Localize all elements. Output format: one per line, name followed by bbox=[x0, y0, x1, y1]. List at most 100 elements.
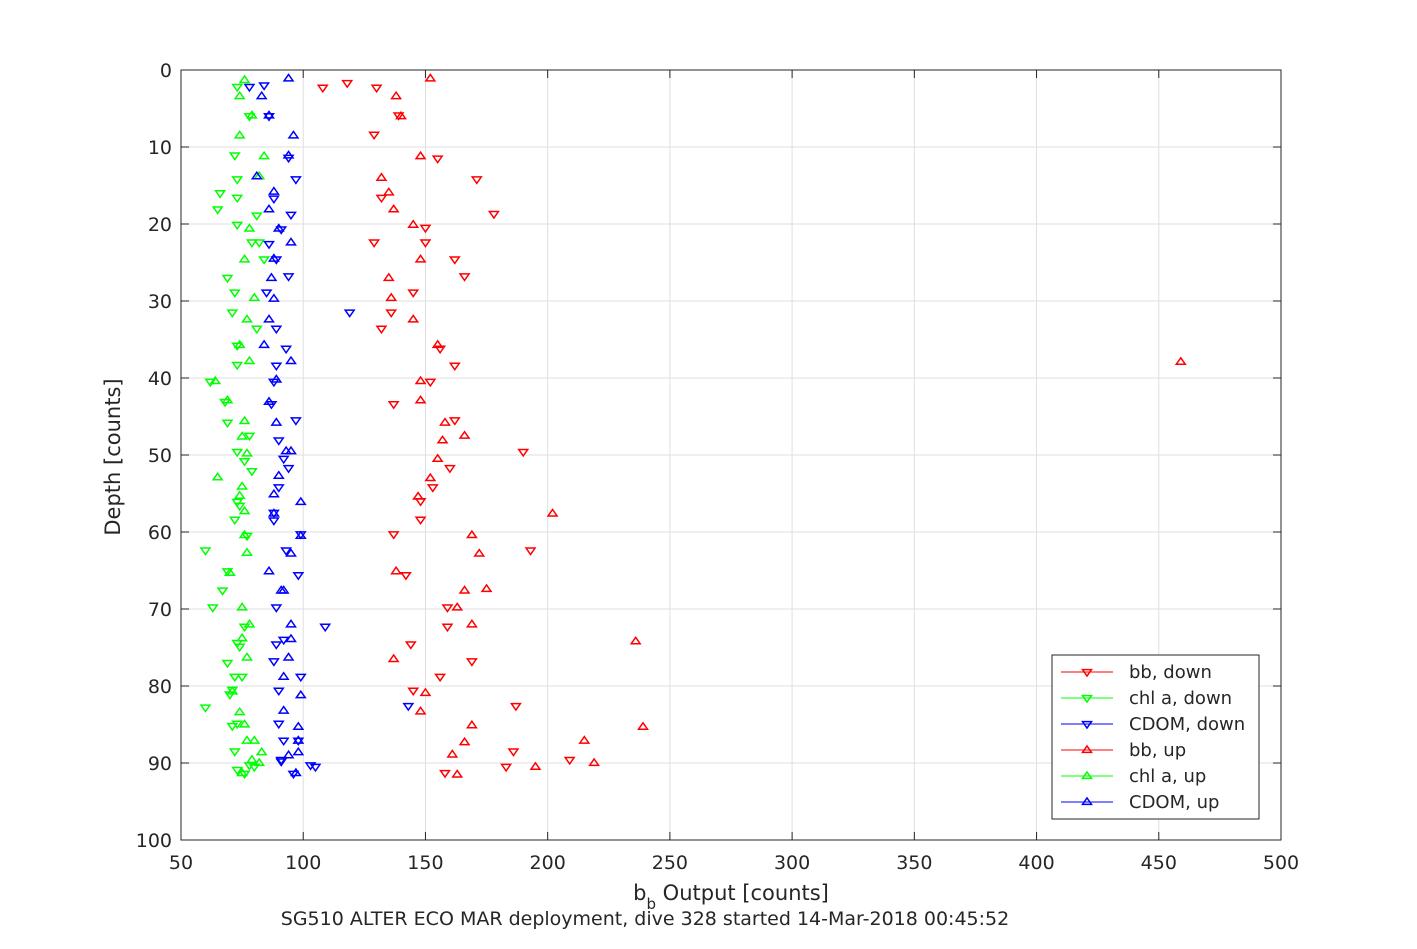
x-tick-label: 500 bbox=[1263, 852, 1299, 874]
x-tick-label: 100 bbox=[285, 852, 321, 874]
data-point bbox=[390, 90, 403, 100]
data-point bbox=[277, 737, 290, 747]
data-point bbox=[204, 378, 217, 388]
legend-box bbox=[1051, 654, 1260, 820]
data-point bbox=[443, 464, 456, 474]
data-point bbox=[231, 194, 244, 204]
data-point bbox=[226, 686, 239, 695]
data-point bbox=[238, 254, 251, 263]
x-tick-label: 50 bbox=[169, 852, 193, 874]
data-point bbox=[563, 756, 576, 766]
x-tick-label: 300 bbox=[774, 852, 810, 874]
data-point bbox=[245, 754, 258, 764]
data-point bbox=[243, 83, 256, 93]
data-point bbox=[270, 325, 283, 335]
legend-label: bb, up bbox=[1129, 740, 1186, 761]
legend-entry: chl a, up bbox=[1061, 766, 1206, 787]
data-markers bbox=[199, 73, 1187, 780]
data-point bbox=[277, 636, 290, 646]
legend-entry: CDOM, down bbox=[1061, 714, 1245, 735]
legend-entry: bb, down bbox=[1061, 662, 1212, 683]
data-point bbox=[233, 130, 246, 139]
data-point bbox=[270, 417, 283, 426]
data-point bbox=[426, 484, 439, 493]
data-point bbox=[245, 239, 258, 248]
data-point bbox=[387, 204, 400, 213]
data-point bbox=[223, 567, 236, 576]
data-point bbox=[629, 635, 642, 645]
data-point bbox=[316, 84, 329, 94]
x-tick-label: 200 bbox=[530, 852, 566, 874]
data-point bbox=[241, 547, 253, 556]
data-point bbox=[241, 652, 253, 661]
data-point bbox=[294, 673, 307, 683]
y-tick-label: 60 bbox=[148, 522, 172, 544]
y-tick-label: 70 bbox=[148, 599, 172, 621]
data-point bbox=[231, 176, 244, 185]
data-point bbox=[451, 769, 464, 778]
data-point bbox=[368, 239, 381, 248]
data-point bbox=[343, 309, 356, 318]
data-point bbox=[404, 641, 417, 650]
data-point bbox=[292, 571, 305, 581]
data-point bbox=[263, 314, 275, 323]
data-point bbox=[270, 362, 283, 372]
legend-entry: chl a, down bbox=[1061, 688, 1232, 709]
y-tick-label: 80 bbox=[148, 676, 172, 698]
data-point bbox=[275, 758, 288, 767]
data-point bbox=[267, 517, 280, 526]
legend-marker bbox=[1081, 744, 1093, 754]
data-point bbox=[253, 239, 266, 248]
data-point bbox=[272, 437, 285, 446]
data-point bbox=[272, 720, 285, 730]
data-point bbox=[241, 735, 253, 744]
data-point bbox=[319, 623, 332, 633]
data-point bbox=[245, 467, 258, 477]
data-point bbox=[243, 223, 256, 232]
data-point bbox=[451, 602, 464, 611]
data-point bbox=[233, 490, 246, 499]
data-point bbox=[407, 314, 420, 323]
data-point bbox=[414, 706, 427, 715]
data-point bbox=[263, 110, 275, 119]
data-point bbox=[233, 706, 246, 716]
data-point bbox=[285, 211, 297, 221]
data-point bbox=[414, 394, 427, 404]
y-tick-label: 10 bbox=[148, 137, 172, 159]
data-point bbox=[216, 587, 229, 596]
y-tick-label: 20 bbox=[148, 214, 172, 236]
data-point bbox=[448, 256, 461, 265]
data-point bbox=[263, 113, 275, 122]
data-point bbox=[267, 658, 280, 667]
data-point bbox=[245, 110, 258, 119]
data-point bbox=[434, 345, 447, 355]
data-point bbox=[292, 721, 305, 730]
data-point bbox=[289, 417, 302, 426]
data-point bbox=[387, 653, 400, 663]
data-point bbox=[211, 471, 224, 481]
data-point bbox=[368, 131, 381, 141]
data-point bbox=[375, 194, 388, 204]
x-tick-label: 350 bbox=[896, 852, 932, 874]
data-point bbox=[267, 488, 280, 498]
data-point bbox=[285, 355, 297, 365]
data-point bbox=[282, 464, 295, 474]
data-point bbox=[221, 274, 234, 284]
data-point bbox=[465, 719, 478, 729]
data-point bbox=[436, 435, 449, 444]
data-point bbox=[439, 769, 451, 779]
data-point bbox=[238, 719, 251, 728]
data-point bbox=[238, 505, 251, 515]
data-point bbox=[243, 619, 256, 628]
y-tick-label: 50 bbox=[148, 445, 172, 467]
data-point bbox=[263, 565, 275, 575]
data-point bbox=[637, 721, 649, 730]
legend-label: CDOM, down bbox=[1129, 714, 1245, 735]
data-point bbox=[588, 757, 601, 767]
data-point bbox=[529, 761, 542, 771]
data-point bbox=[294, 689, 307, 699]
data-point bbox=[407, 687, 420, 696]
data-point bbox=[441, 623, 454, 633]
data-point bbox=[270, 604, 283, 613]
